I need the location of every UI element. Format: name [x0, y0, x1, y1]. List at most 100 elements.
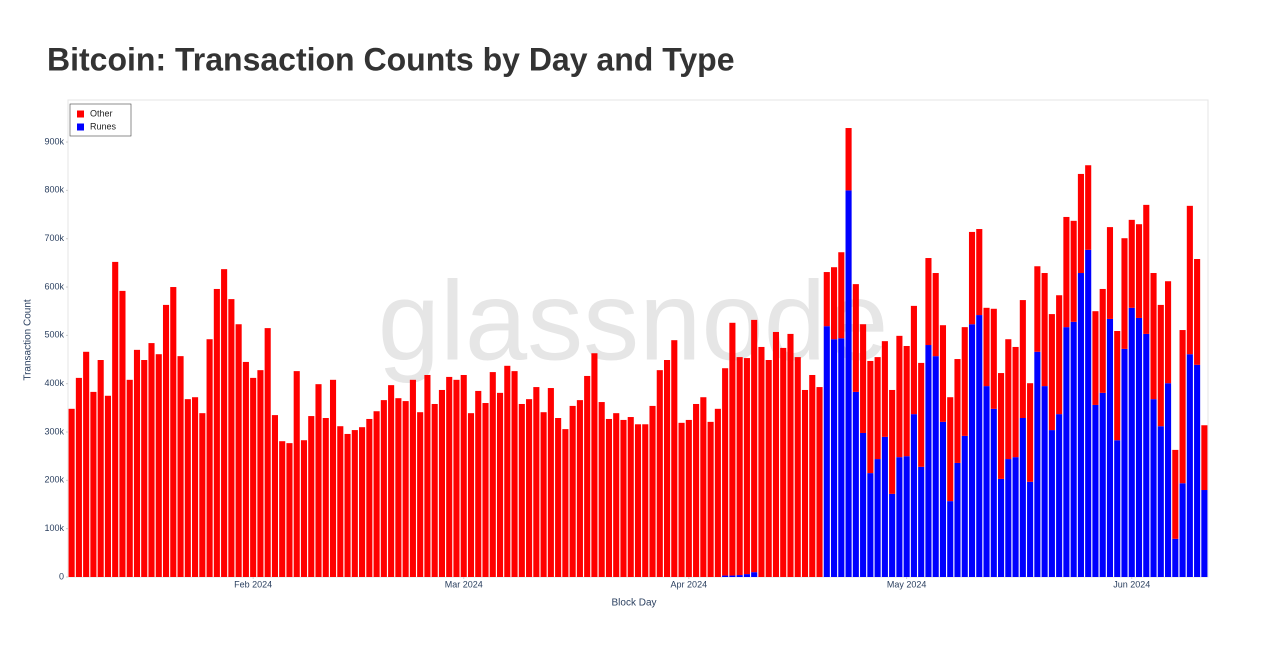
bar — [809, 374, 816, 577]
bar — [1005, 339, 1012, 460]
bar — [1005, 459, 1012, 577]
bar — [126, 379, 133, 577]
y-tick-label: 700k — [44, 233, 64, 243]
bar — [889, 493, 896, 577]
bar — [1056, 295, 1063, 415]
bar — [68, 408, 75, 577]
bar — [910, 414, 917, 577]
bar — [177, 356, 184, 577]
x-tick-label: Feb 2024 — [234, 579, 272, 589]
bar — [279, 441, 286, 577]
y-tick-label: 300k — [44, 426, 64, 436]
y-tick-label: 600k — [44, 281, 64, 291]
bar — [845, 190, 852, 578]
bar — [722, 368, 729, 576]
bar — [852, 284, 859, 392]
bar — [148, 343, 155, 577]
bar — [1099, 392, 1106, 577]
bar — [1041, 386, 1048, 577]
bar — [162, 304, 170, 577]
bar — [961, 327, 968, 436]
bar — [729, 322, 736, 576]
bar — [1172, 449, 1179, 539]
bar — [395, 398, 402, 577]
bar — [823, 272, 830, 327]
bar — [1157, 426, 1164, 577]
bar — [925, 258, 932, 346]
bar — [496, 392, 504, 577]
bar — [598, 402, 605, 577]
bar — [373, 411, 380, 577]
bar — [344, 433, 351, 577]
bar — [1114, 440, 1121, 577]
bar — [337, 426, 344, 577]
bar — [903, 345, 910, 457]
bar — [860, 324, 867, 433]
bar — [823, 326, 830, 577]
bar — [787, 333, 794, 577]
bar — [1056, 414, 1063, 577]
bar — [634, 424, 642, 577]
bar — [838, 252, 845, 339]
bar — [925, 345, 932, 577]
bar — [351, 430, 358, 577]
bar — [112, 261, 119, 577]
bar — [1172, 538, 1179, 577]
bar — [700, 397, 707, 577]
bar — [874, 357, 881, 460]
bar — [1092, 311, 1099, 405]
y-tick-label: 200k — [44, 475, 64, 485]
bar — [1012, 346, 1019, 458]
bar — [910, 305, 917, 415]
bar — [947, 501, 954, 577]
bar — [75, 377, 82, 577]
bar — [1012, 457, 1019, 577]
bar — [1150, 273, 1157, 400]
bar — [1085, 249, 1092, 577]
bar — [1070, 321, 1077, 577]
bar — [918, 362, 925, 467]
bar — [918, 466, 925, 577]
x-axis-label: Block Day — [611, 598, 656, 609]
bar — [97, 360, 104, 577]
y-tick-label: 100k — [44, 523, 64, 533]
bar — [584, 375, 591, 577]
y-tick-label: 500k — [44, 330, 64, 340]
bar — [1128, 307, 1135, 577]
bar — [388, 385, 395, 577]
bar — [881, 436, 888, 577]
bar — [743, 358, 750, 575]
bar — [845, 128, 852, 191]
bar — [1099, 288, 1106, 393]
bar — [743, 574, 750, 577]
bar — [526, 399, 533, 577]
bar — [518, 403, 525, 577]
bar — [1165, 383, 1172, 577]
x-tick-label: Mar 2024 — [445, 579, 483, 589]
bar — [482, 403, 489, 577]
bar — [860, 432, 867, 577]
bar — [1179, 330, 1186, 484]
bar — [794, 357, 801, 577]
bar — [1048, 430, 1055, 577]
bar — [315, 384, 322, 577]
x-tick-label: Apr 2024 — [671, 579, 708, 589]
bar — [852, 391, 859, 577]
x-tick-label: Jun 2024 — [1113, 579, 1150, 589]
bar — [417, 412, 424, 577]
bar — [831, 339, 838, 577]
bar — [467, 413, 475, 577]
bar — [990, 308, 997, 409]
bar — [228, 299, 235, 577]
bar — [308, 416, 315, 577]
bar — [271, 415, 278, 577]
bar — [250, 377, 257, 577]
bar — [947, 397, 954, 502]
x-tick-label: May 2024 — [887, 579, 927, 589]
bar — [1135, 224, 1143, 318]
bar — [322, 418, 329, 577]
bar — [1041, 273, 1048, 387]
bar — [1186, 354, 1193, 577]
bar — [983, 386, 990, 577]
